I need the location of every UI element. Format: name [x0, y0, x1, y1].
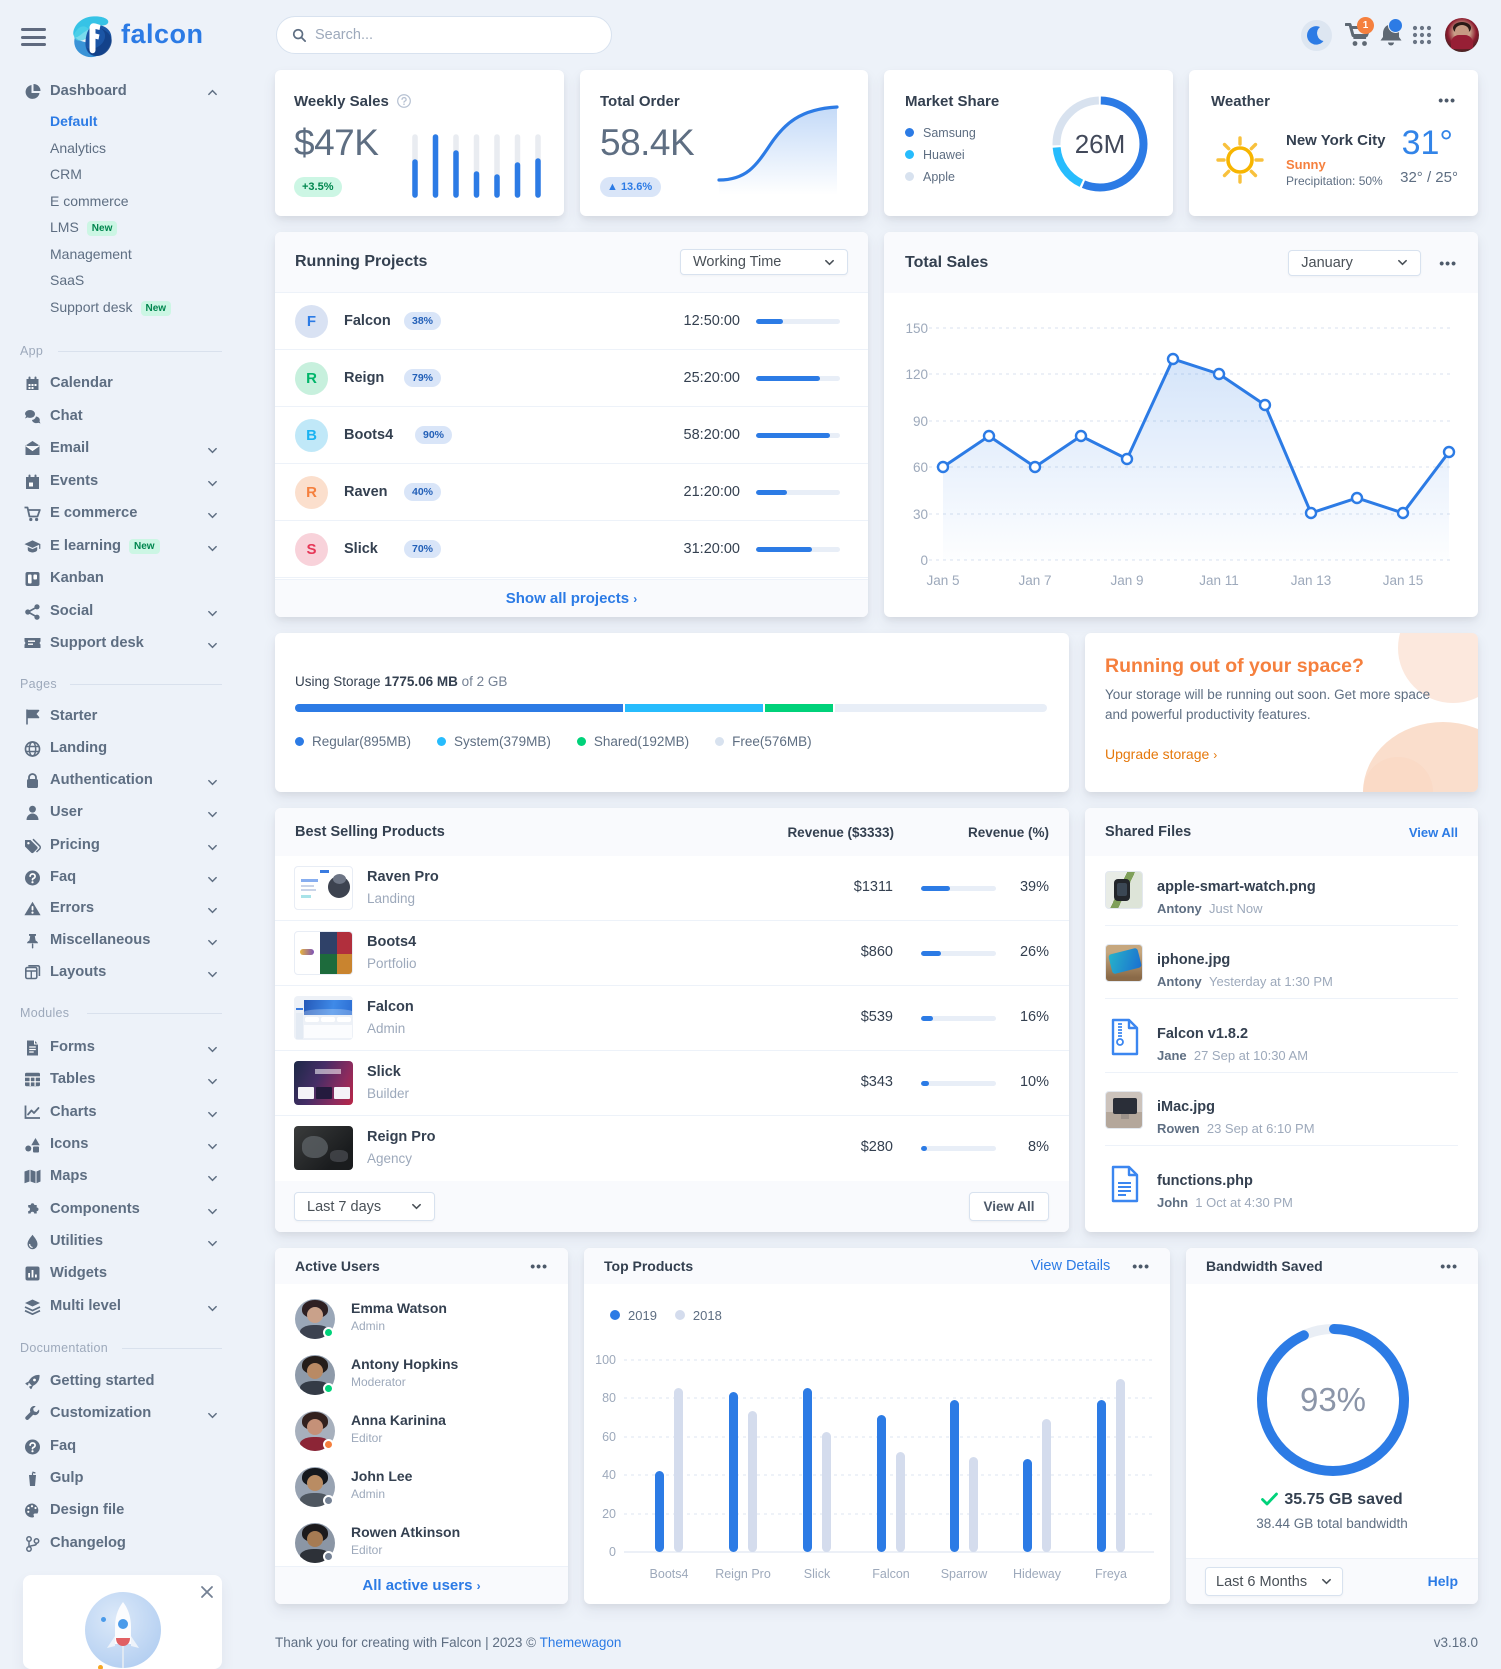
- svg-text:80: 80: [602, 1391, 616, 1405]
- svg-text:26M: 26M: [1075, 129, 1126, 159]
- svg-text:Freya: Freya: [1095, 1567, 1127, 1581]
- svg-text:30: 30: [913, 507, 928, 522]
- svg-text:Jan 13: Jan 13: [1291, 573, 1332, 588]
- svg-text:150: 150: [905, 321, 928, 336]
- svg-text:120: 120: [905, 367, 928, 382]
- svg-text:20: 20: [602, 1507, 616, 1521]
- svg-text:Jan 15: Jan 15: [1383, 573, 1424, 588]
- svg-text:Slick: Slick: [804, 1567, 831, 1581]
- svg-text:60: 60: [602, 1430, 616, 1444]
- svg-text:Sparrow: Sparrow: [941, 1567, 989, 1581]
- svg-text:Jan 11: Jan 11: [1199, 573, 1239, 588]
- svg-text:Hideway: Hideway: [1013, 1567, 1062, 1581]
- svg-text:Falcon: Falcon: [872, 1567, 910, 1581]
- svg-text:Jan 9: Jan 9: [1110, 573, 1143, 588]
- svg-text:0: 0: [920, 553, 928, 568]
- svg-text:100: 100: [595, 1353, 616, 1367]
- svg-text:Jan 5: Jan 5: [926, 573, 959, 588]
- svg-text:90: 90: [913, 414, 928, 429]
- svg-text:Reign Pro: Reign Pro: [715, 1567, 771, 1581]
- svg-text:93%: 93%: [1300, 1381, 1366, 1418]
- svg-text:Jan 7: Jan 7: [1018, 573, 1051, 588]
- svg-text:0: 0: [609, 1545, 616, 1559]
- svg-text:40: 40: [602, 1468, 616, 1482]
- svg-text:60: 60: [913, 460, 928, 475]
- svg-text:Boots4: Boots4: [650, 1567, 689, 1581]
